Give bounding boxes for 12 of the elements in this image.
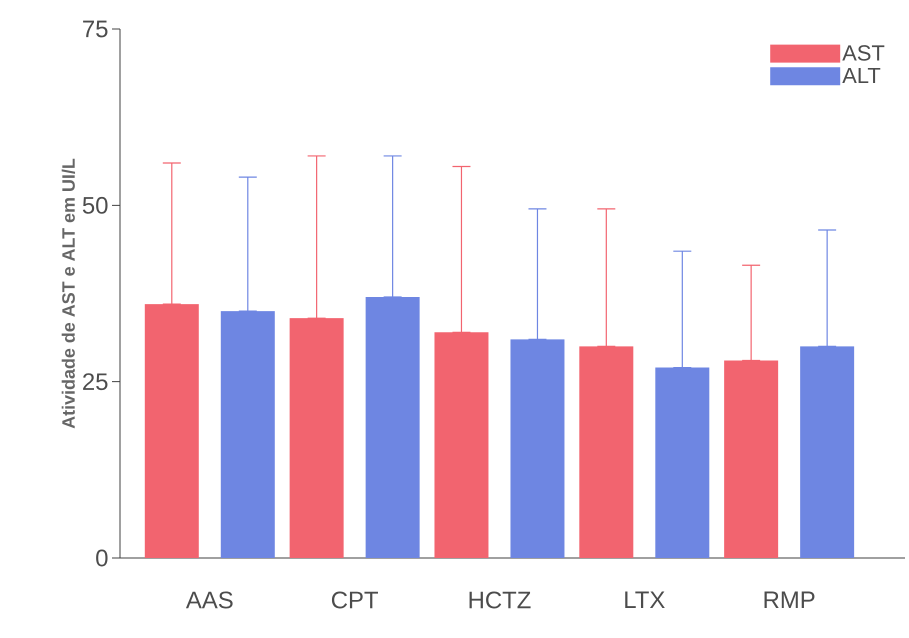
y-tick-label: 50 (82, 196, 108, 214)
y-tick-label: 25 (83, 373, 108, 390)
x-tick-label: LTX (625, 592, 665, 608)
y-tick-label: 0 (96, 550, 108, 566)
legend-label: AST (842, 45, 884, 61)
legend-label: ALT (842, 68, 880, 84)
x-tick-label: AAS (186, 592, 233, 608)
x-tick-label: CPT (332, 592, 378, 608)
y-tick-label: 75 (83, 20, 108, 38)
x-tick-label: RMP (764, 592, 814, 608)
y-axis-title: Atividade de AST e ALT em UI/L (62, 158, 76, 428)
x-tick-label: HCTZ (470, 592, 531, 608)
